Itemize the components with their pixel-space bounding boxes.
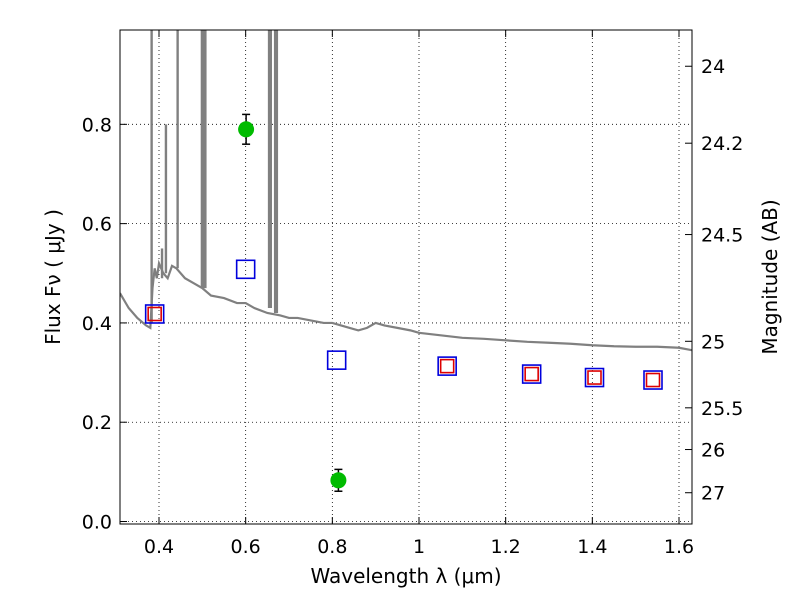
mag-tick-label: 27 [701,483,725,505]
blue-square-marker [437,356,457,376]
y-tick-label: 0.0 [82,512,112,534]
mag-tick-label: 25 [701,331,725,353]
red-square-marker [147,306,162,322]
red-square-marker [645,372,661,388]
x-tick-label: 1 [413,536,425,558]
series-group [120,30,692,492]
mag-tick-label: 24 [701,56,725,78]
y2-axis-label: Magnitude (AB) [758,199,782,354]
x-tick-label: 0.6 [231,536,261,558]
red-square-marker [524,366,539,382]
plot-frame [119,29,693,525]
x-tick-label: 1.2 [491,536,521,558]
blue-square-marker [144,304,165,324]
x-tick-label: 1.6 [664,536,694,558]
blue-square-marker [235,259,256,280]
mag-tick-label: 26 [701,440,725,462]
x-tick-label: 0.4 [144,536,174,558]
mag-tick-label: 25.5 [701,398,743,420]
series-layer [120,30,692,492]
x-tick-label: 1.4 [577,536,607,558]
red-square-marker [587,370,602,385]
y-tick-label: 0.8 [82,114,112,136]
mag-tick-label: 24.2 [701,133,743,155]
spectrum-line [120,259,692,352]
y-axis-label: Flux Fν ( μJy ) [41,209,65,345]
mag-tick-label: 24.5 [701,225,743,247]
x-axis-label: Wavelength λ (μm) [310,564,501,588]
blue-square-marker [643,370,663,390]
x-tick-label: 0.8 [317,536,347,558]
tick-layer: 0.4 0.6 0.8 1 1.2 1.4 1.6 0.0 0.2 0.4 0.6 0.8 24 24.2… [82,30,743,558]
observed-point [330,472,347,489]
y-tick-label: 0.2 [82,412,112,434]
plot-area [120,30,692,524]
blue-square-marker [584,367,605,388]
grid [120,30,692,524]
blue-square-marker [326,350,347,370]
y-tick-label: 0.4 [82,313,112,335]
red-square-marker [439,358,455,374]
y-tick-label: 0.6 [82,214,112,236]
blue-square-marker [521,364,542,384]
observed-point [238,121,255,138]
